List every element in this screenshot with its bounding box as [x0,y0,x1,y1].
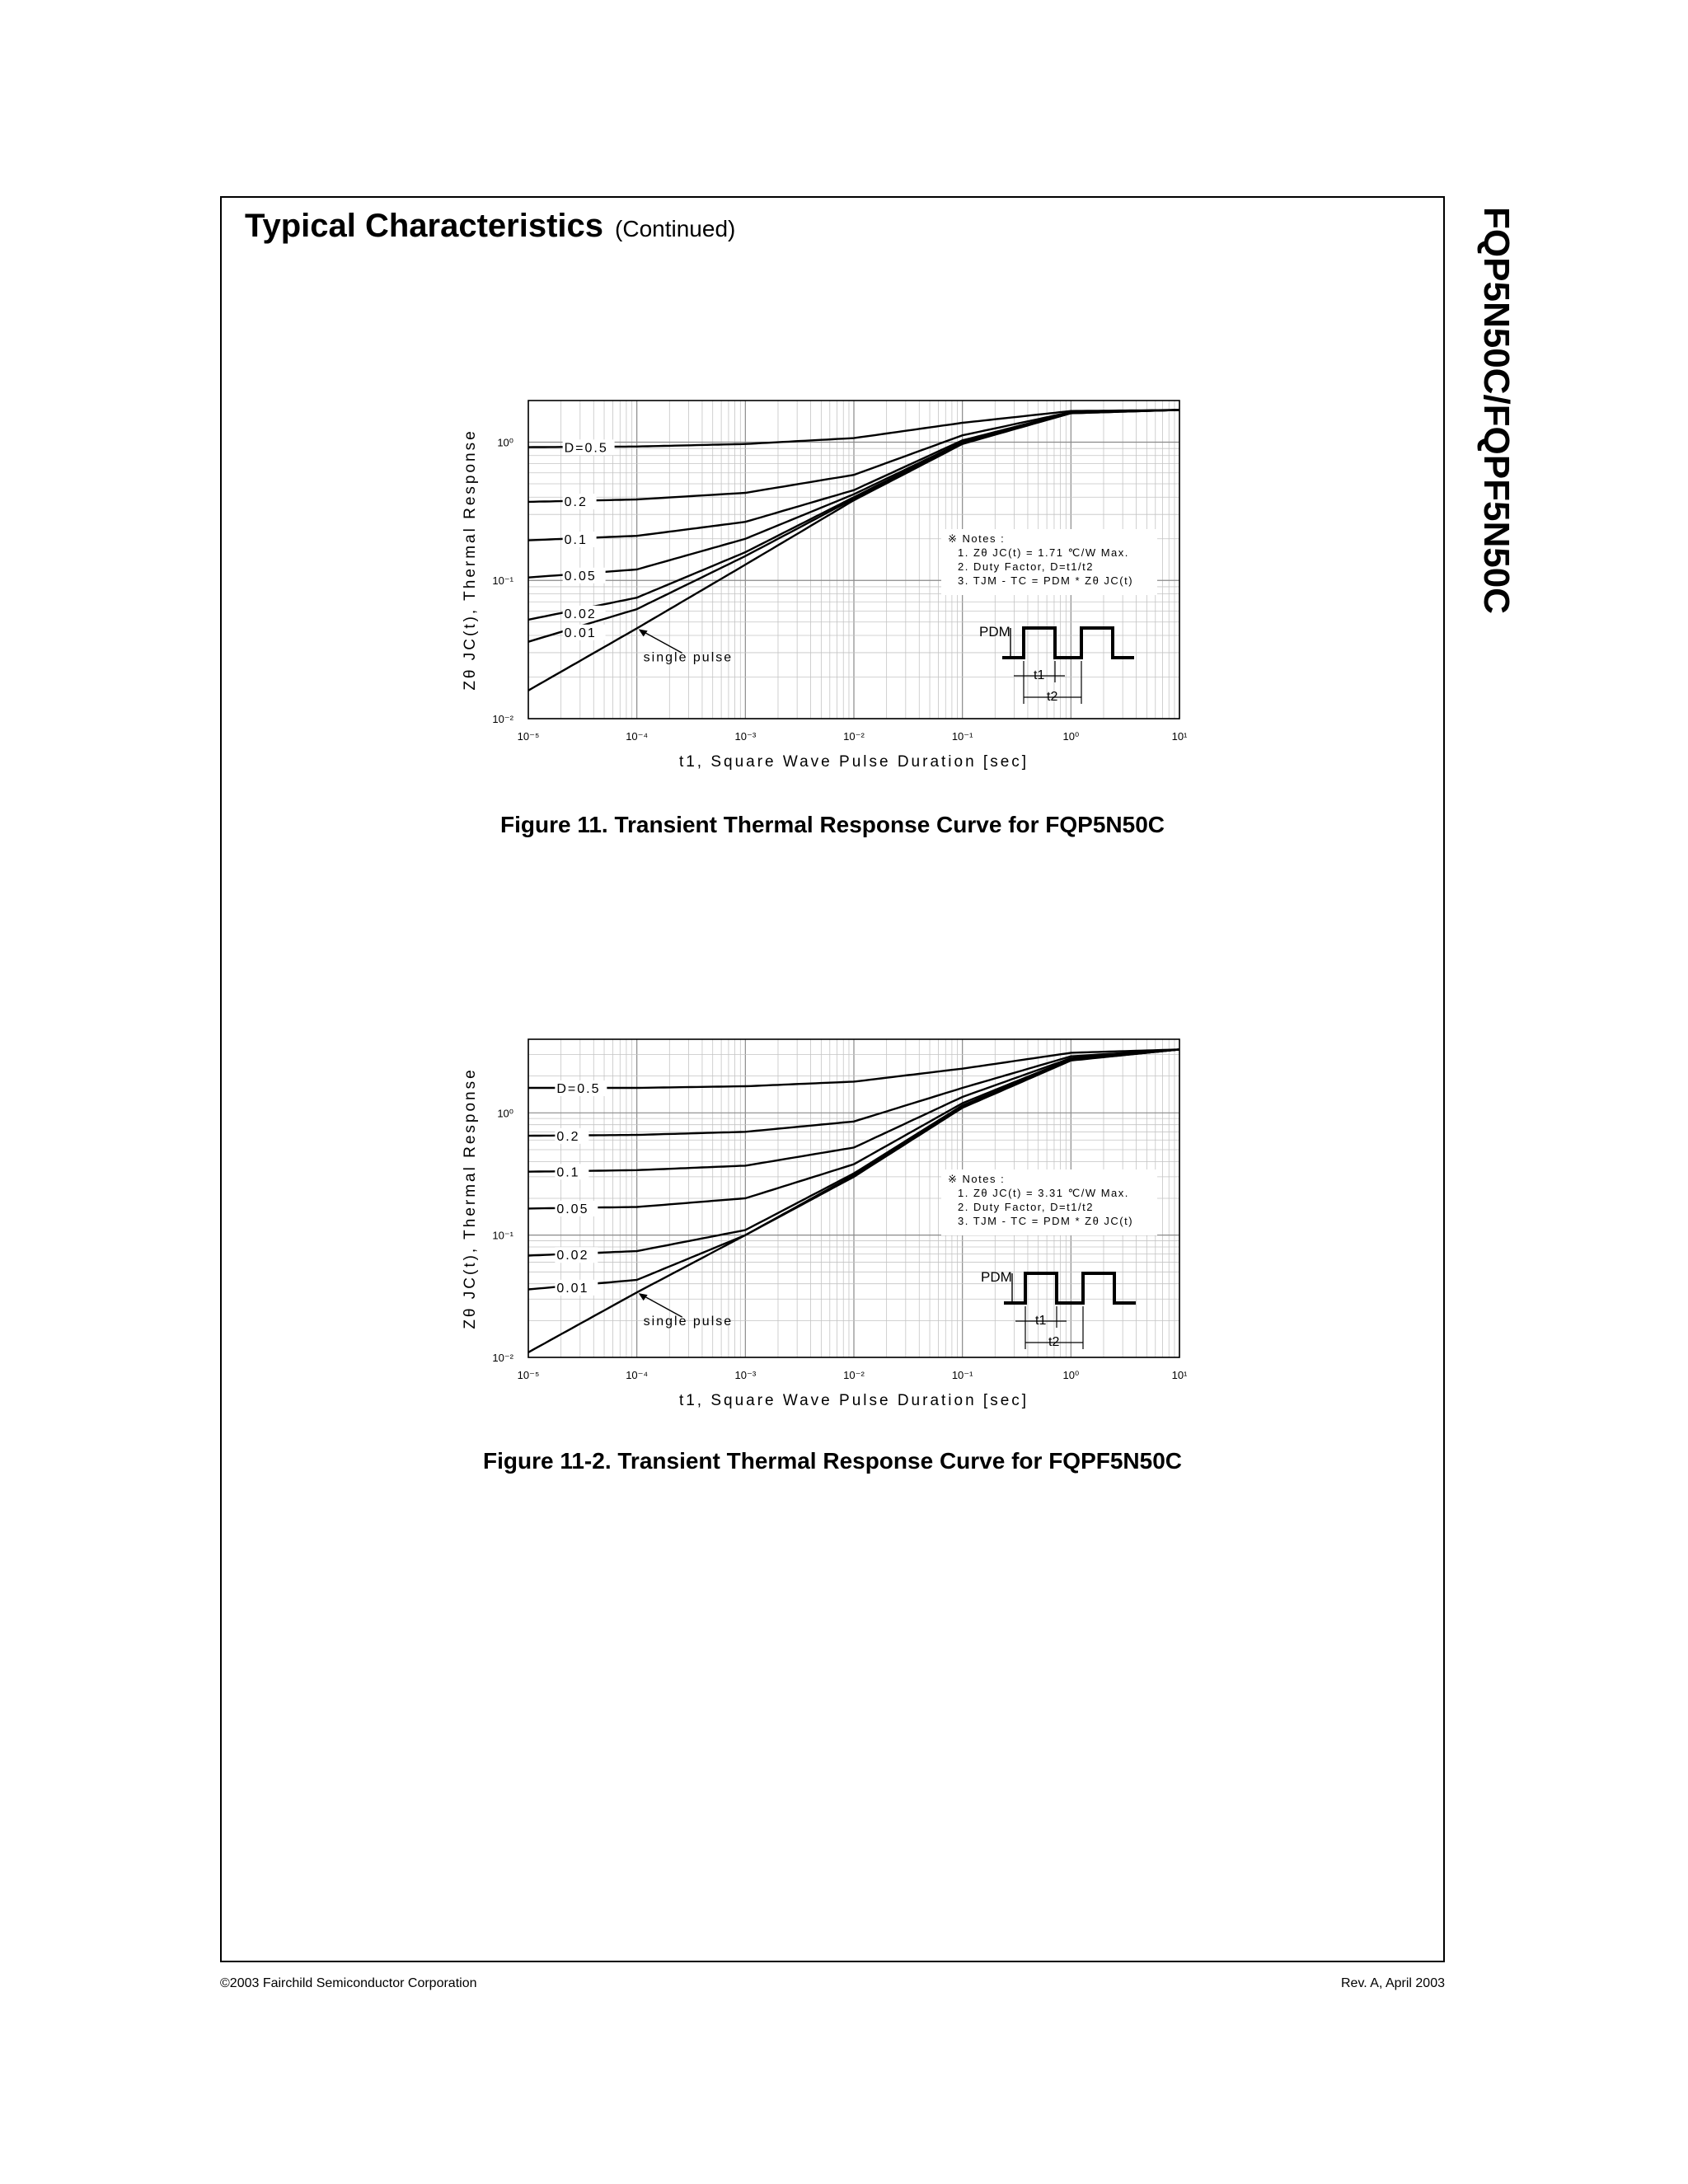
chart-fig11-2: 10⁻⁵ 10⁻⁴ 10⁻³ 10⁻² 10⁻¹ 10⁰ 10¹ 10⁻² 10⁻¹ 10⁰ t1,… [452,1026,1210,1413]
series-label: 0.1 [556,1165,579,1179]
x-tick-label: 10⁰ [1062,730,1079,743]
series-label-bg [562,439,615,456]
y-tick-label: 10⁻¹ [492,1230,513,1242]
t2-label: t2 [1048,1335,1059,1349]
pdm-label: PDM [981,1269,1012,1285]
x-tick-label: 10⁻⁵ [518,730,540,743]
single-pulse-arrowhead [638,629,648,637]
series-label: D=0.5 [565,441,608,455]
x-tick-label: 10⁻² [843,1369,865,1381]
single-pulse-pointer [640,1293,683,1318]
page-frame [220,196,1445,1962]
pdm-label: PDM [979,624,1010,640]
figure-11-caption: Figure 11. Transient Thermal Response Cu… [499,812,1165,837]
footer-copyright: ©2003 Fairchild Semiconductor Corporatio… [220,1976,477,1990]
series-line-6 [528,409,1180,691]
t2-label: t2 [1047,690,1057,704]
series-label: 0.01 [556,1282,588,1296]
x-tick-label: 10⁻¹ [952,1369,973,1381]
plot-frame [528,400,1180,719]
series-label-bg [562,567,606,583]
figure-11-2-caption: Figure 11-2. Transient Thermal Response … [482,1448,1183,1474]
notes-line: 3. TJM - TC = PDM * Zθ JC(t) [958,574,1133,587]
series-label-bg [555,1279,598,1296]
chart-fig11: 10⁻⁵ 10⁻⁴ 10⁻³ 10⁻² 10⁻¹ 10⁰ 10¹ 10⁻² 10⁻¹ 10⁰ t1,… [452,387,1210,775]
y-tick-label: 10⁰ [497,436,513,448]
series-label: 0.01 [565,626,597,640]
y-tick-label: 10⁰ [497,1107,513,1119]
notes-line: 2. Duty Factor, D=t1/t2 [958,560,1094,573]
series-label: D=0.5 [556,1082,600,1096]
t1-label: t1 [1034,668,1044,682]
x-tick-label: 10⁰ [1062,1369,1079,1381]
y-axis-label: Zθ JC(t), Thermal Response [462,1067,479,1329]
series-label-bg [555,1127,589,1144]
series-label-bg [555,1247,598,1263]
series-label-bg [562,624,606,640]
x-tick-label: 10¹ [1172,1369,1188,1381]
notes-box [941,1169,1157,1235]
x-tick-label: 10⁻¹ [952,730,973,743]
x-axis-label: t1, Square Wave Pulse Duration [sec] [679,753,1029,771]
series-label: 0.05 [556,1202,588,1216]
single-pulse-arrowhead [638,1293,648,1301]
y-tick-label: 10⁻² [492,1352,513,1364]
pulse-waveform [1002,626,1134,659]
series-line-0 [528,1048,1180,1090]
x-tick-label: 10⁻⁴ [626,1369,648,1381]
notes-line: 1. Zθ JC(t) = 1.71 ℃/W Max. [958,546,1129,559]
x-tick-label: 10⁻² [843,730,865,743]
footer-revision: Rev. A, April 2003 [1341,1976,1445,1990]
chart-fig11-svg: 10⁻⁵ 10⁻⁴ 10⁻³ 10⁻² 10⁻¹ 10⁰ 10¹ 10⁻² 10⁻¹ 10⁰ t1,… [462,400,1188,771]
series-label-bg [555,1164,589,1180]
notes-box [941,529,1157,595]
pulse-waveform [1004,1272,1136,1305]
single-pulse-pointer [640,629,683,654]
series-label-bg [555,1080,607,1097]
series-line-6 [528,1048,1180,1353]
x-axis-label: t1, Square Wave Pulse Duration [sec] [679,1392,1029,1409]
series-label-bg [562,605,606,621]
series-line-0 [528,409,1180,448]
x-tick-label: 10¹ [1172,730,1188,743]
series-label: single pulse [644,1315,734,1329]
side-title: FQP5N50C/FQPF5N50C [1474,196,1518,625]
plot-frame [528,1038,1180,1358]
y-tick-label: 10⁻¹ [492,574,513,587]
series-label: 0.1 [565,533,588,547]
series-label-bg [562,531,597,547]
chart-fig11-2-svg: 10⁻⁵ 10⁻⁴ 10⁻³ 10⁻² 10⁻¹ 10⁰ 10¹ 10⁻² 10⁻¹ 10⁰ t1,… [462,1038,1188,1409]
t1-label: t1 [1035,1314,1046,1328]
x-tick-label: 10⁻³ [735,1369,757,1381]
notes-line: 3. TJM - TC = PDM * Zθ JC(t) [958,1215,1133,1227]
section-title-text: Typical Characteristics [245,208,604,244]
notes-line: ※ Notes : [948,532,1005,545]
x-tick-label: 10⁻⁵ [518,1369,540,1381]
series-label: 0.02 [556,1249,588,1263]
series-label: single pulse [644,650,734,664]
notes-line: 1. Zθ JC(t) = 3.31 ℃/W Max. [958,1187,1129,1199]
section-subtitle: (Continued) [615,216,736,241]
y-tick-label: 10⁻² [492,713,513,725]
side-title-text: FQP5N50C/FQPF5N50C [1476,207,1517,614]
section-title: Typical Characteristics (Continued) [245,208,735,245]
series-label: 0.2 [556,1130,579,1144]
series-label-bg [562,494,597,510]
series-line-1 [528,1048,1180,1137]
x-tick-label: 10⁻³ [735,730,757,743]
notes-line: 2. Duty Factor, D=t1/t2 [958,1201,1094,1213]
notes-line: ※ Notes : [948,1173,1005,1185]
series-label: 0.2 [565,495,588,509]
series-label-bg [555,1200,598,1216]
y-axis-label: Zθ JC(t), Thermal Response [462,429,479,690]
series-label: 0.05 [565,569,597,583]
series-label: 0.02 [565,607,597,621]
x-tick-label: 10⁻⁴ [626,730,648,743]
